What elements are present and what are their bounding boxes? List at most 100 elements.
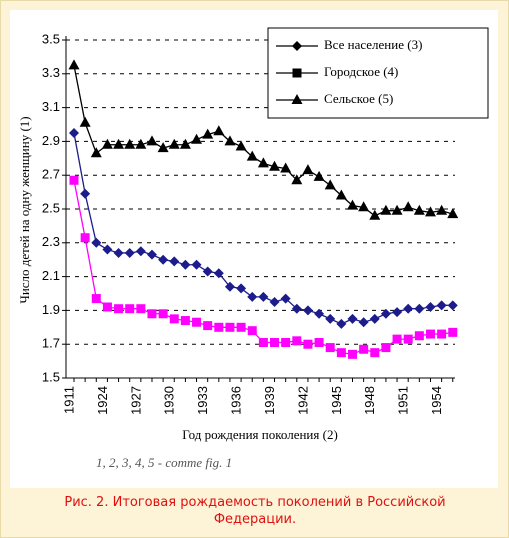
marker xyxy=(281,338,291,348)
y-tick-label: 3.5 xyxy=(42,31,60,46)
y-tick-label: 2.3 xyxy=(42,234,60,249)
marker xyxy=(91,237,102,248)
x-axis-title: Год рождения поколения (2) xyxy=(182,427,338,442)
marker xyxy=(202,266,213,277)
marker xyxy=(214,322,224,332)
marker xyxy=(402,201,414,212)
marker xyxy=(380,308,391,319)
marker xyxy=(179,138,191,149)
marker xyxy=(258,291,269,302)
marker xyxy=(146,135,158,146)
y-tick-label: 2.9 xyxy=(42,133,60,148)
marker xyxy=(68,59,80,70)
marker xyxy=(413,204,425,215)
y-tick-label: 1.9 xyxy=(42,302,60,317)
marker xyxy=(158,309,168,319)
marker xyxy=(169,256,180,267)
marker xyxy=(280,293,291,304)
marker xyxy=(447,208,459,219)
marker xyxy=(213,125,225,136)
marker xyxy=(91,294,101,304)
x-tick-label: 1936 xyxy=(229,386,244,415)
marker xyxy=(124,138,136,149)
marker xyxy=(124,247,135,258)
marker xyxy=(436,300,447,311)
x-tick-label: 1942 xyxy=(295,386,310,415)
marker xyxy=(236,322,246,332)
legend: Все население (3) Городское (4) Сельское (… xyxy=(267,27,489,119)
marker xyxy=(391,204,403,215)
marker xyxy=(347,313,358,324)
marker xyxy=(258,338,268,348)
marker xyxy=(414,303,425,314)
marker xyxy=(291,174,303,185)
x-tick-label: 1939 xyxy=(262,386,277,415)
marker xyxy=(269,160,281,171)
marker xyxy=(101,138,113,149)
marker xyxy=(269,296,280,307)
marker xyxy=(125,304,135,314)
marker xyxy=(147,309,157,319)
marker xyxy=(69,127,79,138)
marker xyxy=(335,189,347,200)
marker xyxy=(448,327,458,337)
marker xyxy=(135,246,146,257)
marker xyxy=(169,314,179,324)
marker xyxy=(314,338,324,348)
marker xyxy=(202,128,214,139)
marker xyxy=(224,281,235,292)
marker xyxy=(358,201,370,212)
marker xyxy=(180,259,191,270)
marker xyxy=(246,150,258,161)
legend-label: Все население (3) xyxy=(324,37,422,52)
marker xyxy=(236,283,247,294)
marker xyxy=(425,329,435,339)
marker xyxy=(436,204,448,215)
marker xyxy=(235,140,247,151)
y-tick-label: 2.1 xyxy=(42,268,60,283)
marker xyxy=(302,164,314,175)
marker xyxy=(102,244,113,255)
x-tick-label: 1911 xyxy=(61,386,76,414)
marker xyxy=(157,142,169,153)
y-tick-label: 2.7 xyxy=(42,167,60,182)
marker xyxy=(403,334,413,344)
marker xyxy=(447,300,458,311)
y-tick-label: 3.3 xyxy=(42,65,60,80)
marker xyxy=(424,206,436,217)
x-tick-label: 1924 xyxy=(95,386,110,415)
marker xyxy=(191,259,202,270)
marker xyxy=(213,268,224,279)
chart: Число детей на одну женщину (1) Год рожд… xyxy=(10,10,498,488)
legend-label: Сельское (5) xyxy=(324,91,393,106)
y-tick-label: 1.5 xyxy=(42,369,60,384)
caption: Рис. 2. Итоговая рождаемость поколений в… xyxy=(64,495,446,527)
marker xyxy=(425,302,436,313)
marker xyxy=(414,331,424,341)
marker xyxy=(280,162,292,173)
marker xyxy=(292,336,302,346)
marker xyxy=(380,204,392,215)
marker xyxy=(359,344,369,354)
marker xyxy=(247,291,258,302)
marker xyxy=(403,303,414,314)
marker xyxy=(225,322,235,332)
marker xyxy=(168,138,180,149)
y-axis-title: Число детей на одну женщину (1) xyxy=(17,116,32,303)
marker xyxy=(348,349,357,359)
marker xyxy=(381,343,391,353)
marker xyxy=(257,157,269,168)
y-tick-label: 1.7 xyxy=(42,336,60,351)
marker xyxy=(314,308,325,319)
marker xyxy=(113,138,125,149)
x-tick-label: 1951 xyxy=(396,386,411,415)
x-tick-label: 1954 xyxy=(429,386,444,415)
marker xyxy=(347,199,358,210)
marker xyxy=(203,321,213,331)
marker xyxy=(247,326,257,336)
marker xyxy=(146,249,157,260)
marker xyxy=(291,94,303,104)
y-tick-label: 3.1 xyxy=(42,99,60,114)
marker xyxy=(392,307,403,318)
